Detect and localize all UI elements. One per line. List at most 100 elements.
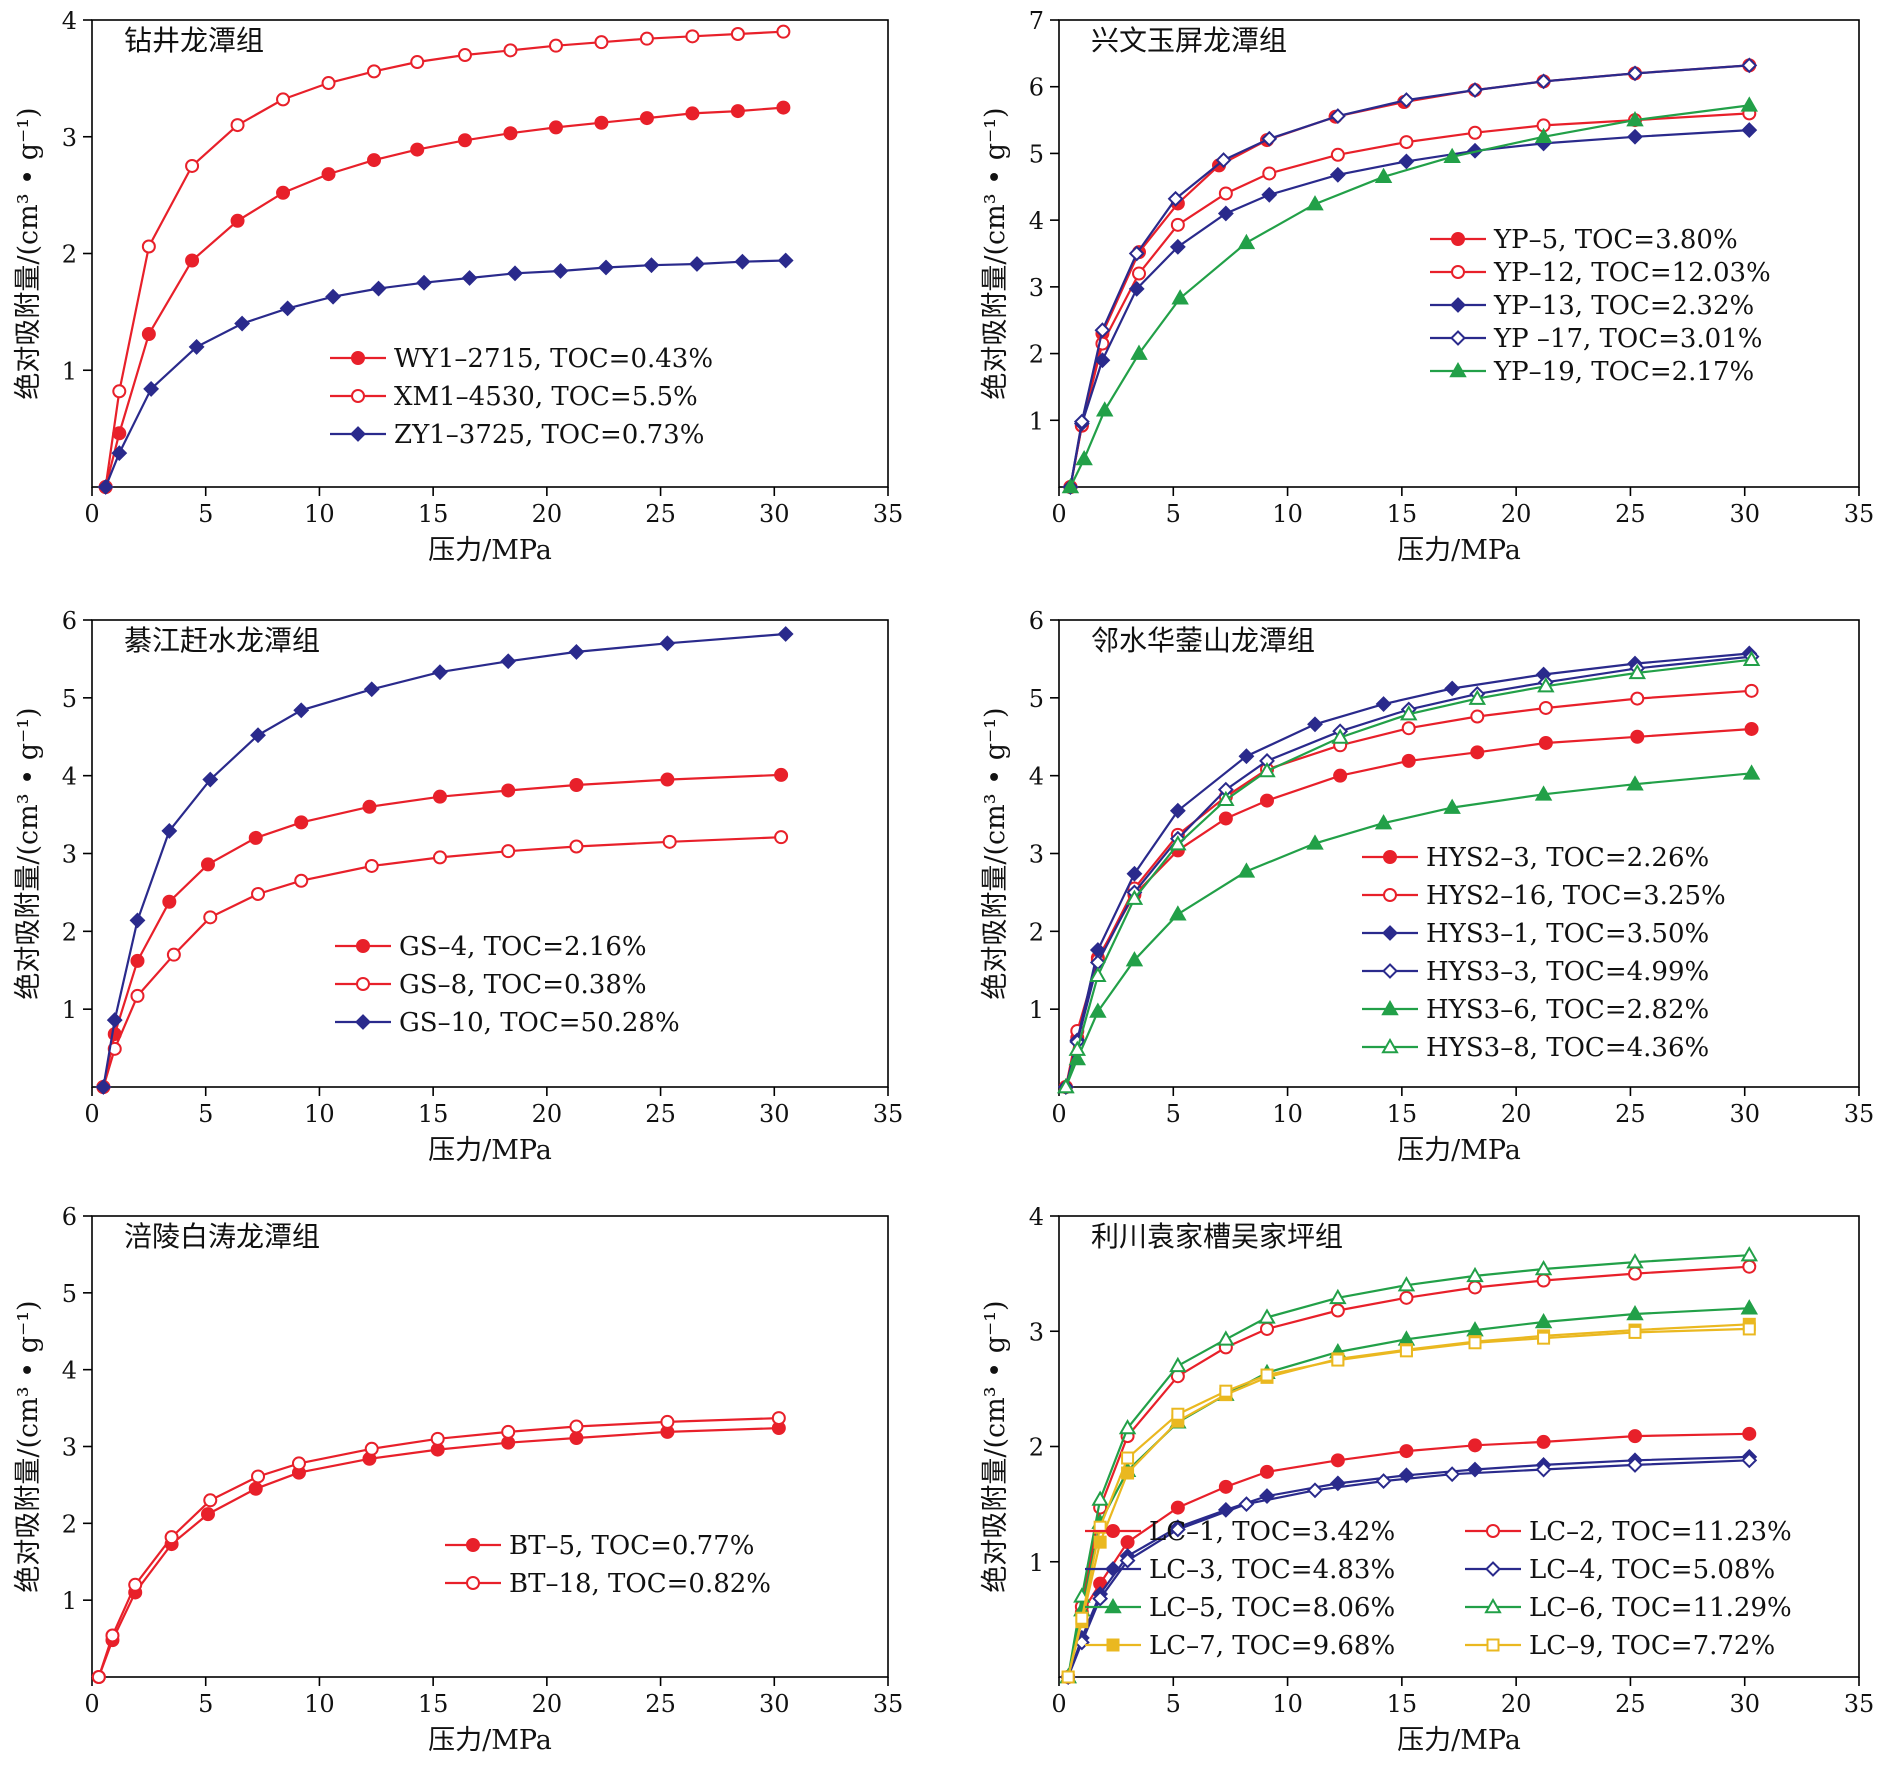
- data-point: [430, 1431, 445, 1446]
- data-point: [1169, 1521, 1186, 1538]
- y-tick-label: 1: [62, 1587, 77, 1615]
- data-point: [128, 1577, 143, 1592]
- data-point: [1091, 1490, 1109, 1506]
- data-point: [164, 1530, 179, 1545]
- legend-label: LC–7, TOC=9.68%: [1149, 1631, 1395, 1661]
- data-point: [774, 767, 789, 782]
- legend-label: YP –17, TOC=3.01%: [1493, 324, 1762, 354]
- data-point: [291, 1456, 306, 1471]
- plot-frame: [1058, 19, 1860, 488]
- legend-label: YP–5, TOC=3.80%: [1493, 225, 1738, 255]
- x-tick-label: 15: [1387, 1100, 1418, 1128]
- legend-marker: [1381, 1037, 1399, 1054]
- data-point: [503, 126, 518, 141]
- y-tick-label: 4: [62, 1357, 77, 1385]
- data-point: [188, 338, 205, 355]
- data-point: [774, 830, 789, 845]
- data-point: [1120, 1535, 1135, 1550]
- data-point: [130, 953, 145, 968]
- data-point: [1537, 1331, 1551, 1345]
- y-tick-label: 4: [1029, 207, 1044, 235]
- data-point: [276, 92, 291, 107]
- data-point: [1741, 122, 1758, 138]
- data-point: [1125, 889, 1144, 905]
- data-point: [162, 894, 177, 909]
- legend-label: LC–1, TOC=3.42%: [1149, 1517, 1395, 1547]
- data-point: [251, 1469, 266, 1484]
- legend-item: HYS2–16, TOC=3.25%: [1362, 881, 1726, 911]
- legend-item: LC–6, TOC=11.29%: [1465, 1593, 1792, 1623]
- data-point: [1627, 65, 1643, 82]
- y-tick-label: 6: [1029, 74, 1044, 102]
- series-line: [1069, 104, 1750, 488]
- data-point: [548, 38, 563, 53]
- data-point: [1374, 167, 1393, 184]
- data-point: [1399, 135, 1414, 150]
- data-point: [1401, 721, 1416, 736]
- data-point: [1398, 153, 1415, 170]
- data-point: [166, 947, 181, 962]
- data-point: [1306, 834, 1324, 850]
- data-point: [130, 988, 145, 1003]
- legend-item: HYS2–3, TOC=2.26%: [1362, 843, 1709, 873]
- legend-item: ZY1–3725, TOC=0.73%: [330, 420, 704, 450]
- legend-label: YP–13, TOC=2.32%: [1493, 291, 1754, 321]
- x-tick-label: 5: [198, 1690, 213, 1718]
- data-point: [1169, 238, 1186, 255]
- legend-marker: [1106, 1524, 1120, 1538]
- data-point: [569, 1419, 584, 1434]
- data-point: [1306, 195, 1324, 211]
- y-axis-label: 绝对吸附量/(cm³ • g⁻¹): [13, 107, 44, 399]
- data-point: [1628, 1266, 1642, 1281]
- data-point: [1628, 1429, 1642, 1444]
- data-point: [776, 24, 791, 39]
- data-point: [1628, 1325, 1642, 1339]
- data-point: [1169, 1356, 1187, 1373]
- data-point: [1171, 1407, 1185, 1421]
- legend-label: YP–12, TOC=12.03%: [1493, 258, 1771, 288]
- x-tick-label: 10: [304, 1100, 335, 1128]
- legend-item: YP–19, TOC=2.17%: [1430, 357, 1754, 387]
- data-point: [1130, 344, 1148, 360]
- data-point: [1260, 1321, 1274, 1336]
- legend: LC–1, TOC=3.42% LC–2, TOC=11.23% LC–3, TOC…: [1085, 1517, 1792, 1661]
- data-point: [594, 115, 609, 130]
- data-point: [410, 142, 425, 157]
- data-point: [185, 253, 200, 268]
- data-point: [1170, 217, 1185, 232]
- legend-label: HYS3–6, TOC=2.82%: [1426, 995, 1709, 1025]
- data-point: [1132, 266, 1146, 281]
- legend-marker: [1450, 297, 1466, 313]
- data-point: [730, 27, 745, 42]
- data-point: [1217, 205, 1234, 222]
- data-point: [293, 702, 310, 719]
- data-point: [1307, 716, 1323, 733]
- legend-marker: [355, 1014, 371, 1030]
- data-point: [1217, 1330, 1235, 1346]
- legend-item: LC–5, TOC=8.06%: [1085, 1593, 1395, 1623]
- series-5: [1059, 1299, 1759, 1684]
- data-point: [363, 681, 380, 698]
- legend-marker: [1486, 1638, 1500, 1652]
- data-point: [1443, 147, 1461, 164]
- series-7: [1061, 1317, 1756, 1684]
- data-point: [1089, 966, 1107, 982]
- data-point: [1329, 1288, 1347, 1305]
- legend-label: BT–18, TOC=0.82%: [509, 1569, 771, 1599]
- data-point: [777, 626, 794, 642]
- data-point: [112, 426, 127, 441]
- x-axis-label: 压力/MPa: [428, 535, 552, 566]
- data-point: [659, 635, 676, 652]
- y-tick-label: 6: [62, 1203, 77, 1231]
- legend-marker: [356, 939, 370, 953]
- data-point: [598, 259, 614, 276]
- data-point: [1262, 166, 1277, 181]
- x-tick-label: 30: [759, 500, 790, 528]
- data-point: [276, 185, 291, 200]
- data-point: [203, 1493, 218, 1508]
- x-tick-label: 0: [84, 500, 99, 528]
- legend-marker: [1451, 232, 1465, 246]
- data-point: [1468, 689, 1487, 705]
- legend-marker: [1485, 1561, 1501, 1577]
- data-point: [143, 381, 160, 397]
